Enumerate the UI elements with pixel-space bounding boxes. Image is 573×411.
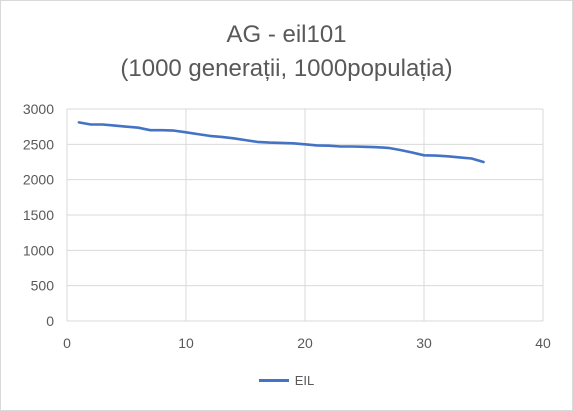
x-tick-label: 10: [178, 335, 194, 351]
chart-subtitle: (1000 generații, 1000populația): [120, 55, 453, 82]
series-line-eil: [77, 121, 485, 164]
y-tick-label: 2000: [23, 172, 54, 188]
y-tick-label: 2500: [23, 136, 54, 152]
legend-label: EIL: [294, 373, 315, 388]
y-tick-label: 500: [31, 278, 55, 294]
x-tick-label: 30: [416, 335, 432, 351]
chart-title: AG - eil101: [226, 21, 347, 48]
legend-swatch: [258, 379, 289, 382]
y-tick-label: 0: [46, 313, 54, 329]
x-tick-label: 0: [63, 335, 71, 351]
x-tick-label: 20: [297, 335, 313, 351]
legend: EIL: [1, 373, 572, 388]
y-tick-label: 1500: [23, 207, 54, 223]
x-tick-label: 40: [535, 335, 551, 351]
y-tick-label: 1000: [23, 242, 54, 258]
y-tick-label: 3000: [23, 101, 54, 117]
